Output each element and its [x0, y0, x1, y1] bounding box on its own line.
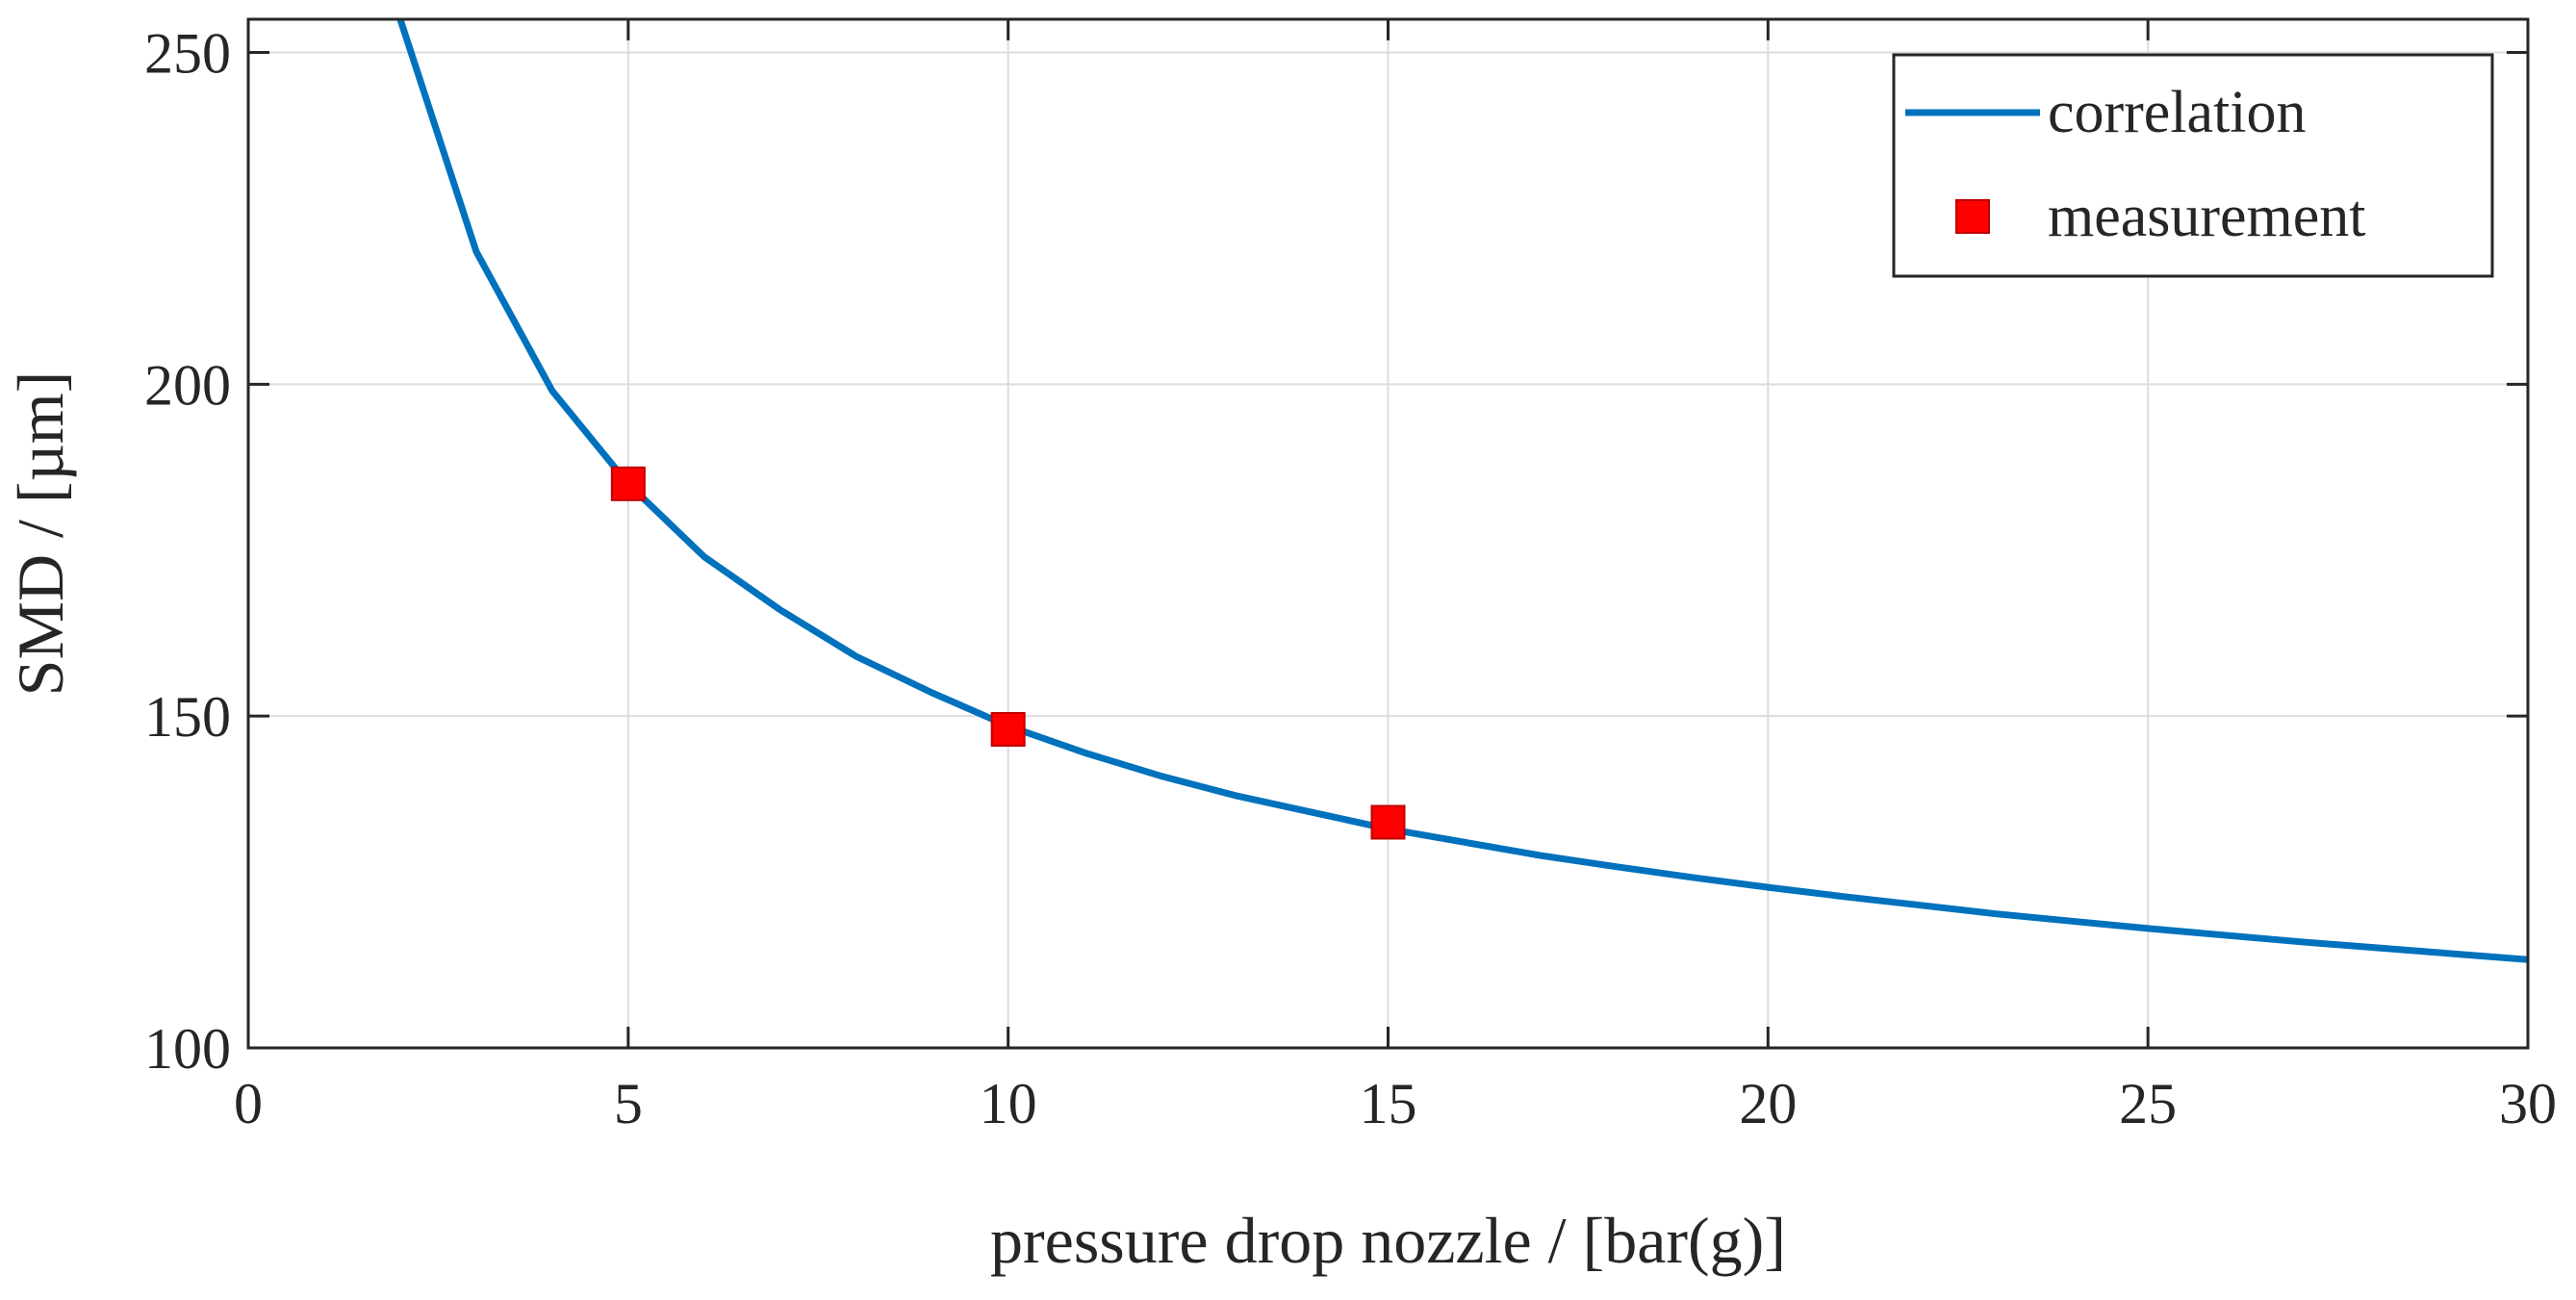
y-tick-label-150: 150	[144, 685, 231, 749]
tick-labels: 0 5 10 15 20 25 30 100 150 200 250	[144, 21, 2557, 1135]
legend-box	[1892, 53, 2494, 278]
x-tick-label-15: 15	[1360, 1072, 1417, 1135]
y-tick-label-200: 200	[144, 353, 231, 417]
measurement-point-10	[990, 711, 1026, 747]
x-tick-label-20: 20	[1739, 1072, 1797, 1135]
y-tick-label-100: 100	[144, 1017, 231, 1081]
x-tick-label-10: 10	[980, 1072, 1037, 1135]
legend-label-correlation: correlation	[2048, 80, 2307, 145]
y-tick-label-250: 250	[144, 21, 231, 85]
x-tick-label-25: 25	[2119, 1072, 2177, 1135]
measurement-point-15	[1370, 804, 1406, 840]
legend-marker-swatch	[1955, 199, 1990, 234]
x-tick-label-30: 30	[2499, 1072, 2557, 1135]
measurement-point-5	[610, 466, 646, 501]
grid	[248, 19, 2528, 1048]
ticks	[246, 19, 2530, 1050]
series-correlation-line	[396, 19, 2528, 963]
legend: correlation measurement	[1892, 53, 2494, 278]
legend-label-measurement: measurement	[2048, 184, 2366, 249]
y-axis-title: SMD / [µm]	[4, 371, 77, 697]
x-axis-title: pressure drop nozzle / [bar(g)]	[990, 1204, 1786, 1277]
series-layer	[396, 19, 2528, 963]
x-tick-label-0: 0	[234, 1072, 263, 1135]
x-tick-label-5: 5	[614, 1072, 643, 1135]
